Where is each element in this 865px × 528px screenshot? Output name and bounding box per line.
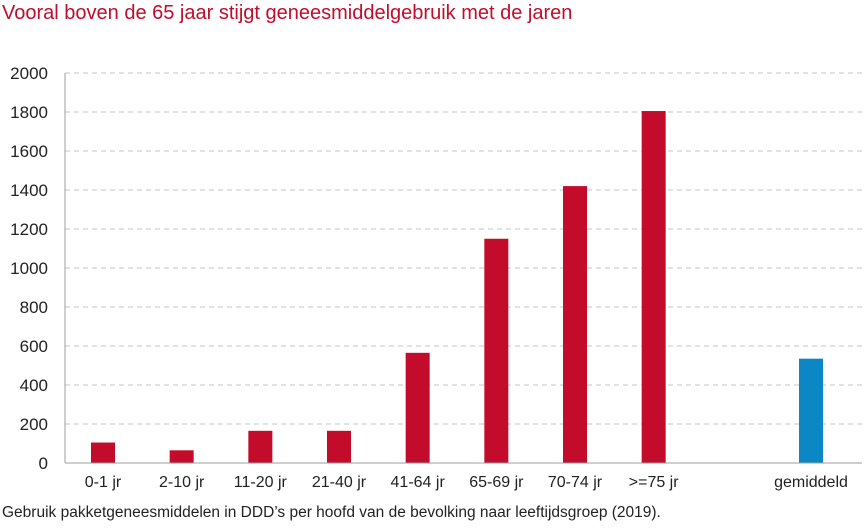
bar — [484, 238, 509, 463]
y-tick-label: 200 — [20, 415, 48, 434]
y-tick-label: 400 — [20, 376, 48, 395]
x-tick-label: 41-64 jr — [391, 474, 446, 491]
x-tick-label: 0-1 jr — [85, 474, 122, 491]
bar — [327, 430, 351, 463]
bar-chart: 0 200 400 600 800 1000 1200 1400 1600 1800 2000 0-… — [10, 64, 862, 491]
y-axis: 0 200 400 600 800 1000 1200 1400 1600 1800 2000 — [10, 64, 66, 473]
x-tick-label: 21-40 jr — [312, 474, 367, 491]
y-tick-label: 600 — [20, 337, 48, 356]
x-tick-label: 65-69 jr — [469, 474, 524, 491]
chart-title: Vooral boven de 65 jaar stijgt geneesmid… — [2, 2, 573, 24]
y-tick-label: 1200 — [10, 220, 48, 239]
gridlines — [65, 72, 862, 425]
bar — [91, 442, 115, 463]
bar — [248, 430, 273, 463]
y-tick-label: 0 — [39, 454, 48, 473]
bar — [563, 186, 587, 463]
x-tick-label: 70-74 jr — [548, 474, 603, 491]
y-tick-label: 1800 — [10, 103, 48, 122]
y-tick-label: 1000 — [10, 259, 48, 278]
x-tick-label: 11-20 jr — [234, 474, 288, 491]
bar — [405, 352, 430, 463]
chart-caption: Gebruik pakketgeneesmiddelen in DDD’s pe… — [2, 504, 661, 521]
y-tick-label: 2000 — [10, 64, 48, 83]
x-tick-label: >=75 jr — [629, 474, 679, 491]
x-tick-label: 2-10 jr — [159, 474, 205, 491]
bar — [641, 111, 666, 464]
y-tick-label: 1600 — [10, 142, 48, 161]
y-tick-label: 1400 — [10, 181, 48, 200]
bar — [799, 358, 823, 463]
y-tick-label: 800 — [20, 298, 48, 317]
x-tick-label: gemiddeld — [774, 474, 848, 491]
bar — [169, 450, 194, 463]
x-axis: 0-1 jr 2-10 jr 11-20 jr 21-40 jr 41-64 jr 65-… — [65, 462, 862, 491]
bars — [91, 111, 823, 464]
